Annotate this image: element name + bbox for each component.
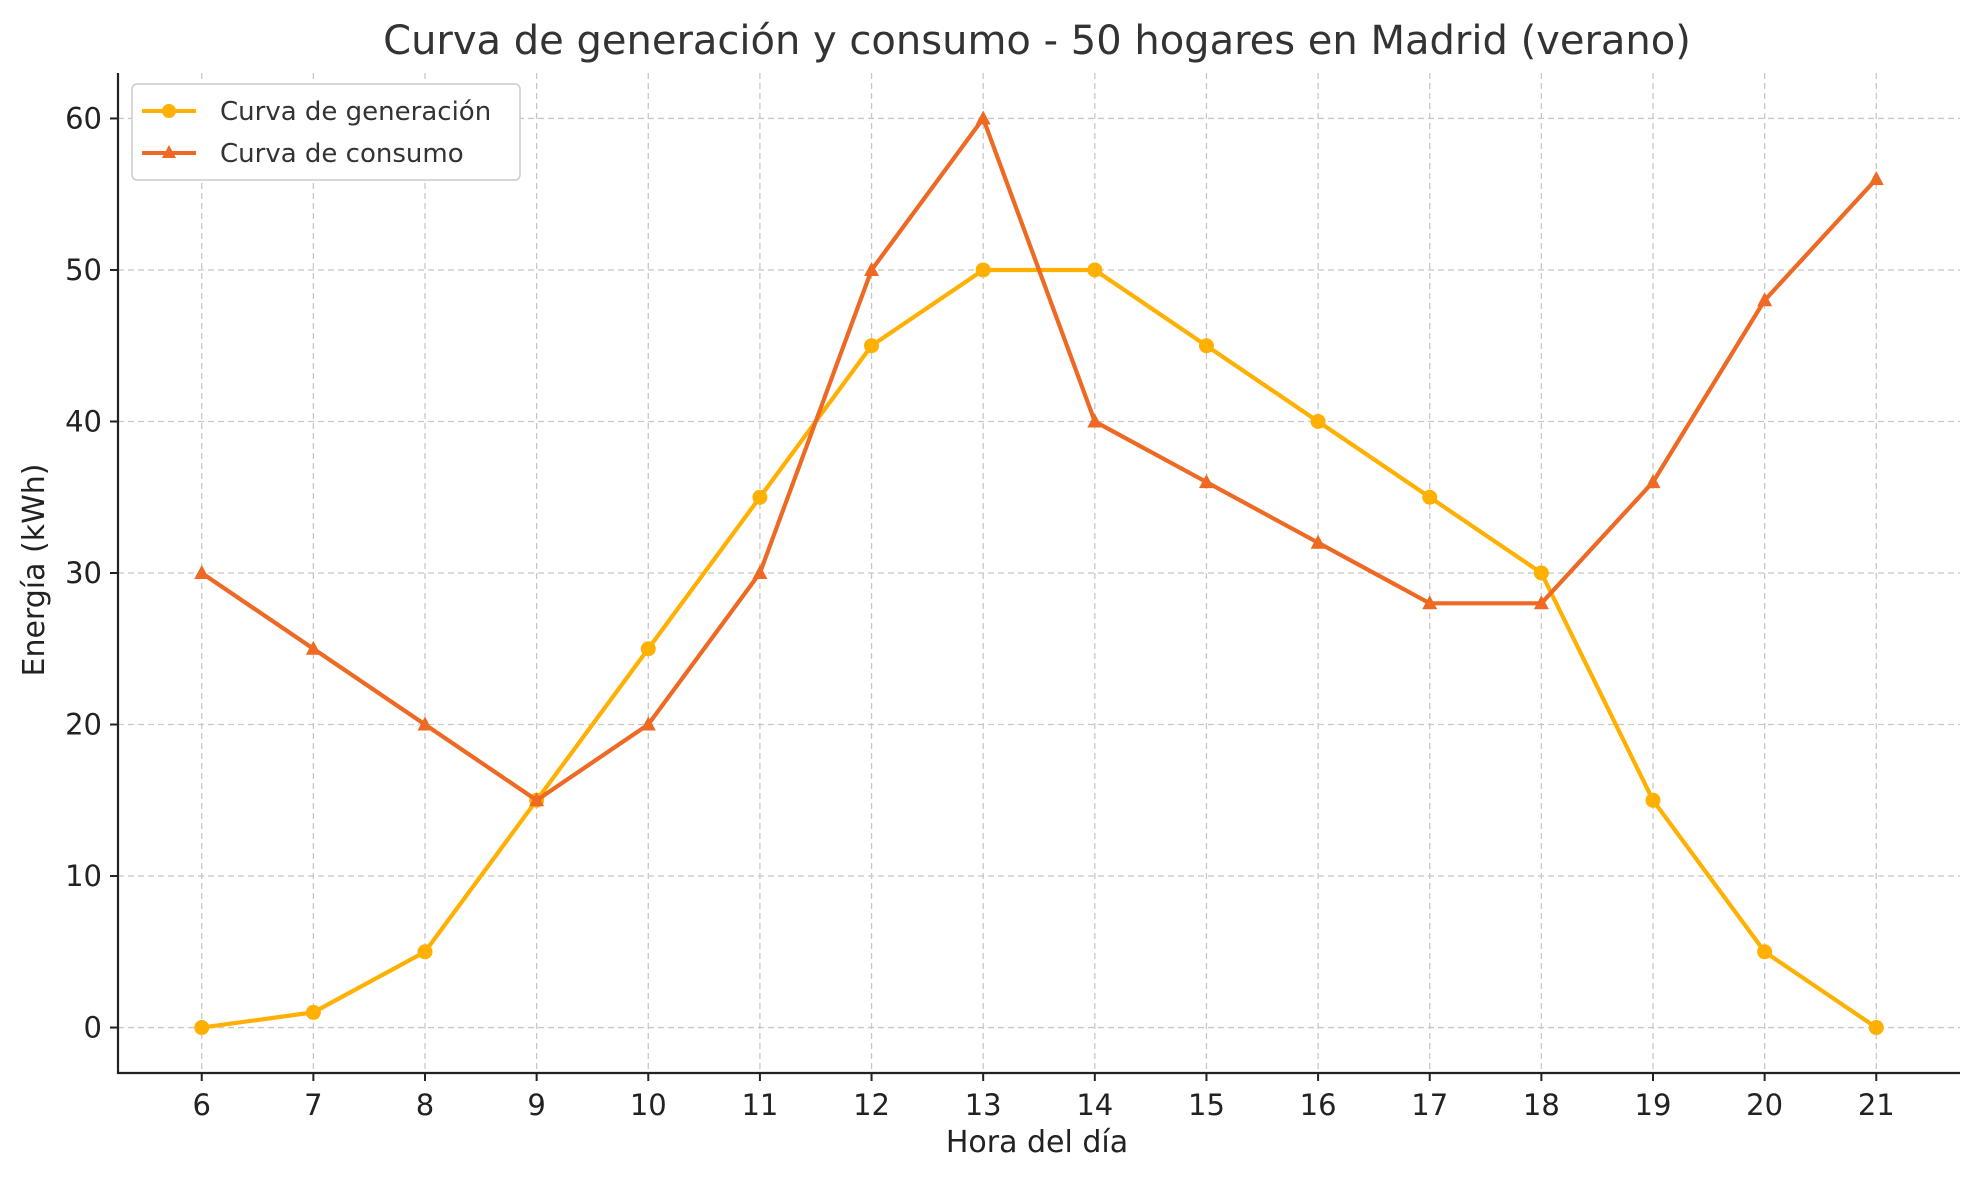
legend-marker-generacion bbox=[162, 104, 176, 118]
grid bbox=[118, 73, 1960, 1073]
legend-box bbox=[131, 83, 521, 181]
data-point-consumo bbox=[1422, 595, 1438, 610]
x-tick-label: 13 bbox=[965, 1088, 1002, 1122]
x-tick-label: 21 bbox=[1858, 1088, 1895, 1122]
data-point-consumo bbox=[194, 565, 210, 579]
data-point-generacion bbox=[1868, 1020, 1884, 1036]
data-point-generacion bbox=[1645, 792, 1661, 808]
legend-label-consumo: Curva de consumo bbox=[220, 139, 464, 169]
y-tick-label: 60 bbox=[65, 101, 102, 135]
y-tick-label: 40 bbox=[65, 404, 102, 438]
series-line-generacion bbox=[199, 267, 1879, 1030]
x-tick-label: 8 bbox=[416, 1088, 434, 1122]
data-point-consumo bbox=[417, 716, 433, 731]
x-tick-label: 16 bbox=[1300, 1088, 1337, 1122]
data-point-generacion bbox=[1757, 944, 1773, 960]
y-tick-label: 50 bbox=[65, 253, 102, 287]
y-tick-label: 0 bbox=[84, 1011, 102, 1045]
data-point-consumo bbox=[1757, 292, 1773, 307]
ticks: 6 7 8 9 10 11 12 13 14 15 16 17 18 19 20 21 0 10 20 30 40 50 6… bbox=[65, 101, 1895, 1122]
series-consumo bbox=[194, 110, 1884, 807]
data-point-consumo bbox=[1310, 534, 1326, 549]
x-tick-label: 11 bbox=[741, 1088, 778, 1122]
y-axis-label: Energía (kWh) bbox=[17, 464, 52, 677]
y-tick-label: 30 bbox=[65, 556, 102, 590]
data-point-generacion bbox=[417, 944, 433, 960]
x-tick-label: 14 bbox=[1076, 1088, 1113, 1122]
x-tick-label: 10 bbox=[630, 1088, 667, 1122]
x-tick-label: 9 bbox=[527, 1088, 545, 1122]
x-axis-label: Hora del día bbox=[946, 1125, 1128, 1160]
data-point-generacion bbox=[1533, 565, 1549, 581]
legend: Curva de generación Curva de consumo bbox=[131, 83, 521, 181]
x-tick-label: 17 bbox=[1411, 1088, 1448, 1122]
data-point-consumo bbox=[752, 565, 768, 579]
data-point-generacion bbox=[305, 1004, 321, 1020]
x-tick-label: 7 bbox=[304, 1088, 322, 1122]
data-point-generacion bbox=[864, 338, 880, 354]
y-tick-label: 20 bbox=[65, 708, 102, 742]
data-point-consumo bbox=[975, 110, 991, 125]
series-layer bbox=[194, 110, 1884, 1036]
data-point-consumo bbox=[1645, 474, 1661, 489]
data-point-consumo bbox=[1087, 413, 1103, 428]
x-tick-label: 19 bbox=[1635, 1088, 1672, 1122]
chart-title: Curva de generación y consumo - 50 hogar… bbox=[383, 18, 1691, 64]
data-point-consumo bbox=[864, 261, 880, 276]
data-point-consumo bbox=[1868, 171, 1884, 186]
x-tick-label: 15 bbox=[1188, 1088, 1225, 1122]
series-line-consumo bbox=[199, 116, 1879, 803]
y-tick-label: 10 bbox=[65, 859, 102, 893]
x-tick-label: 12 bbox=[853, 1088, 890, 1122]
data-point-consumo bbox=[640, 716, 656, 731]
data-point-generacion bbox=[975, 262, 991, 278]
legend-marker-consumo bbox=[162, 145, 176, 158]
data-point-generacion bbox=[1198, 338, 1214, 354]
data-point-consumo bbox=[305, 640, 321, 655]
data-point-generacion bbox=[752, 489, 768, 505]
series-generacion bbox=[194, 262, 1884, 1036]
x-tick-label: 18 bbox=[1523, 1088, 1560, 1122]
data-point-generacion bbox=[1087, 262, 1103, 278]
data-point-consumo bbox=[1198, 474, 1214, 489]
data-point-generacion bbox=[194, 1020, 210, 1036]
data-point-generacion bbox=[1310, 413, 1326, 429]
x-tick-label: 20 bbox=[1746, 1088, 1783, 1122]
data-point-consumo bbox=[529, 792, 545, 807]
x-tick-label: 6 bbox=[193, 1088, 211, 1122]
legend-label-generacion: Curva de generación bbox=[220, 97, 491, 127]
data-point-generacion bbox=[1422, 489, 1438, 505]
data-point-consumo bbox=[1533, 595, 1549, 610]
data-point-generacion bbox=[640, 641, 656, 657]
